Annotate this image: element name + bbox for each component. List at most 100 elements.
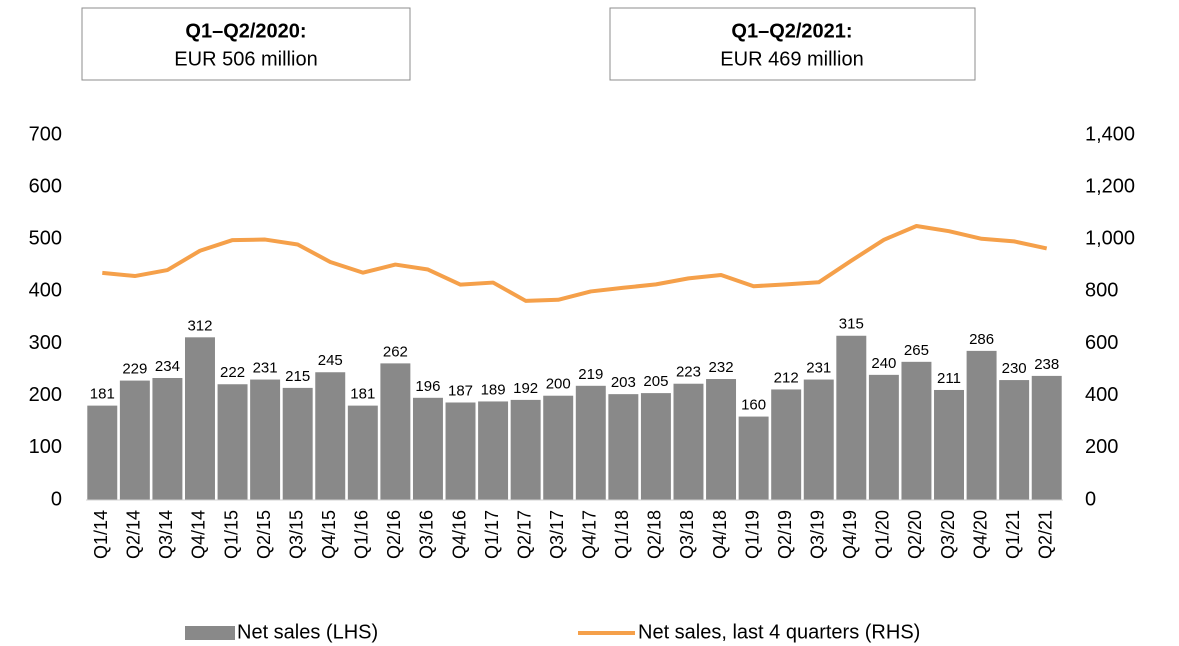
bar [934,389,964,500]
data-label: 219 [578,366,603,383]
data-label: 286 [969,331,994,348]
x-tick-label: Q4/14 [189,510,209,559]
x-tick-label: Q2/19 [775,510,795,559]
annotation-title: Q1–Q2/2020: [185,20,306,42]
bar [738,416,769,500]
y2-tick-label: 400 [1085,384,1118,406]
x-tick-label: Q1/15 [221,510,241,559]
bar [771,389,802,500]
bar [575,385,606,500]
x-tick-label: Q3/18 [677,510,697,559]
x-tick-label: Q4/19 [840,510,860,559]
x-tick-label: Q2/18 [645,510,665,559]
x-tick-label: Q4/17 [580,510,600,559]
bar [478,401,509,500]
annotation-box [81,7,411,81]
data-label: 315 [839,316,864,333]
legend-label: Net sales (LHS) [237,621,378,643]
data-label: 205 [643,373,668,390]
data-label: 232 [709,359,734,376]
data-label: 189 [481,381,506,398]
y2-tick-label: 1,200 [1085,175,1135,197]
x-tick-label: Q3/14 [156,510,176,559]
bar [543,395,574,500]
y-tick-label: 600 [29,175,62,197]
bar [445,402,476,500]
data-label: 265 [904,342,929,359]
bar [152,377,183,500]
data-label: 245 [318,352,343,369]
data-label: 240 [871,355,896,372]
x-tick-label: Q1/16 [352,510,372,559]
data-label: 196 [415,378,440,395]
data-label: 160 [741,397,766,414]
annotation-text: EUR 506 million [174,48,317,70]
bar [1031,375,1062,500]
x-tick-label: Q1/18 [612,510,632,559]
line [102,223,1048,303]
legend-label: Net sales, last 4 quarters (RHS) [638,621,920,643]
y2-tick-label: 600 [1085,332,1118,354]
y2-tick-label: 200 [1085,436,1118,458]
x-tick-label: Q2/20 [905,510,925,559]
bar [315,372,346,500]
y-tick-label: 500 [29,228,62,250]
data-label: 229 [122,361,147,378]
x-tick-label: Q4/20 [970,510,990,559]
bar [217,384,248,500]
x-tick-label: Q4/18 [710,510,730,559]
x-tick-label: Q3/15 [286,510,306,559]
data-label: 192 [513,380,538,397]
bar [347,405,378,500]
y2-tick-label: 800 [1085,280,1118,302]
x-tick-label: Q1/17 [482,510,502,559]
data-label: 262 [383,343,408,360]
bar [673,383,704,500]
bar [380,363,411,500]
data-label: 222 [220,364,245,381]
data-label: 223 [676,364,701,381]
data-label: 231 [806,360,831,377]
y2-tick-label: 1,000 [1085,228,1135,250]
bar [412,397,443,500]
bar [185,337,215,500]
x-tick-label: Q1/21 [1003,510,1023,559]
data-label: 234 [155,358,180,375]
data-label: 215 [285,368,310,385]
x-tick-label: Q2/17 [514,510,534,559]
bar [706,379,737,500]
data-label: 181 [90,386,115,403]
x-tick-label: Q4/16 [449,510,469,559]
x-tick-label: Q2/21 [1035,510,1055,559]
data-label: 200 [546,376,571,393]
y2-tick-label: 1,400 [1085,123,1135,145]
data-label: 238 [1034,356,1059,373]
bar [282,387,313,500]
data-label: 203 [611,374,636,391]
data-label: 231 [253,360,278,377]
y-tick-label: 300 [29,332,62,354]
data-label: 312 [187,317,212,334]
y-tick-label: 100 [29,436,62,458]
annotation-box [609,7,976,81]
data-label: 230 [1002,360,1027,377]
x-tick-label: Q2/14 [124,510,144,559]
bar [999,380,1030,500]
y-tick-label: 700 [29,123,62,145]
data-label: 181 [350,386,375,403]
y-tick-label: 0 [51,488,62,510]
bar [250,379,281,500]
bar [836,335,867,500]
bar [510,399,541,500]
bar [608,394,639,500]
y-tick-label: 200 [29,384,62,406]
annotation-title: Q1–Q2/2021: [731,20,852,42]
data-label: 212 [774,369,799,386]
annotation-text: EUR 469 million [720,48,863,70]
bar [87,405,118,500]
bar [803,379,834,500]
legend-swatch [185,626,235,640]
y2-tick-label: 0 [1085,488,1096,510]
bar [901,361,932,500]
